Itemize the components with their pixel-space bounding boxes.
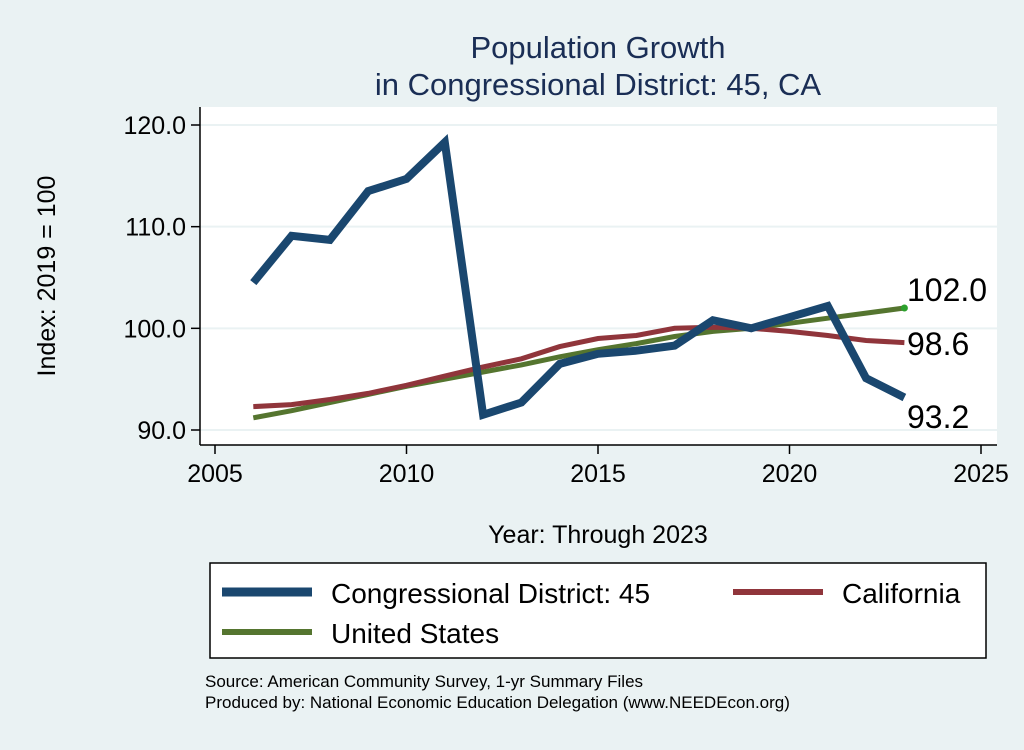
x-tick-label: 2015 — [570, 460, 626, 488]
axes: 90.0 100.0 110.0 120.0 2005 2010 2015 2020 2025 — [123, 107, 1009, 488]
y-axis-label: Index: 2019 = 100 — [33, 176, 61, 377]
chart-title-line-2: in Congressional District: 45, CA — [375, 67, 822, 102]
legend: Congressional District: 45 California Unit… — [222, 578, 961, 649]
united-states-end-marker — [900, 304, 908, 312]
y-tick-label: 100.0 — [123, 315, 186, 343]
legend-box — [209, 562, 987, 659]
end-label-1: 98.6 — [907, 326, 969, 362]
legend-label: Congressional District: 45 — [331, 578, 650, 609]
legend-label: California — [842, 578, 961, 609]
source-line-2: Produced by: National Economic Education… — [205, 693, 790, 712]
chart-title-line-1: Population Growth — [470, 30, 725, 65]
end-label-2: 102.0 — [907, 272, 987, 308]
x-tick-label: 2005 — [187, 460, 243, 488]
series-line-congressional-district-45 — [250, 134, 907, 421]
x-tick-label: 2010 — [379, 460, 435, 488]
x-axis-label: Year: Through 2023 — [488, 521, 708, 549]
x-tick-label: 2020 — [762, 460, 818, 488]
y-tick-label: 110.0 — [125, 214, 186, 242]
y-tick-label: 90.0 — [137, 417, 186, 445]
x-tick-label: 2025 — [953, 460, 1009, 488]
grid-lines — [200, 124, 997, 431]
y-tick-label: 120.0 — [123, 112, 186, 140]
end-labels: 93.2 98.6 102.0 — [907, 272, 987, 435]
series-layer — [250, 134, 908, 421]
legend-label: United States — [331, 618, 499, 649]
source-line-1: Source: American Community Survey, 1-yr … — [205, 672, 643, 691]
plot-area — [200, 107, 997, 445]
series-line-california — [253, 324, 905, 410]
end-label-0: 93.2 — [907, 399, 969, 435]
